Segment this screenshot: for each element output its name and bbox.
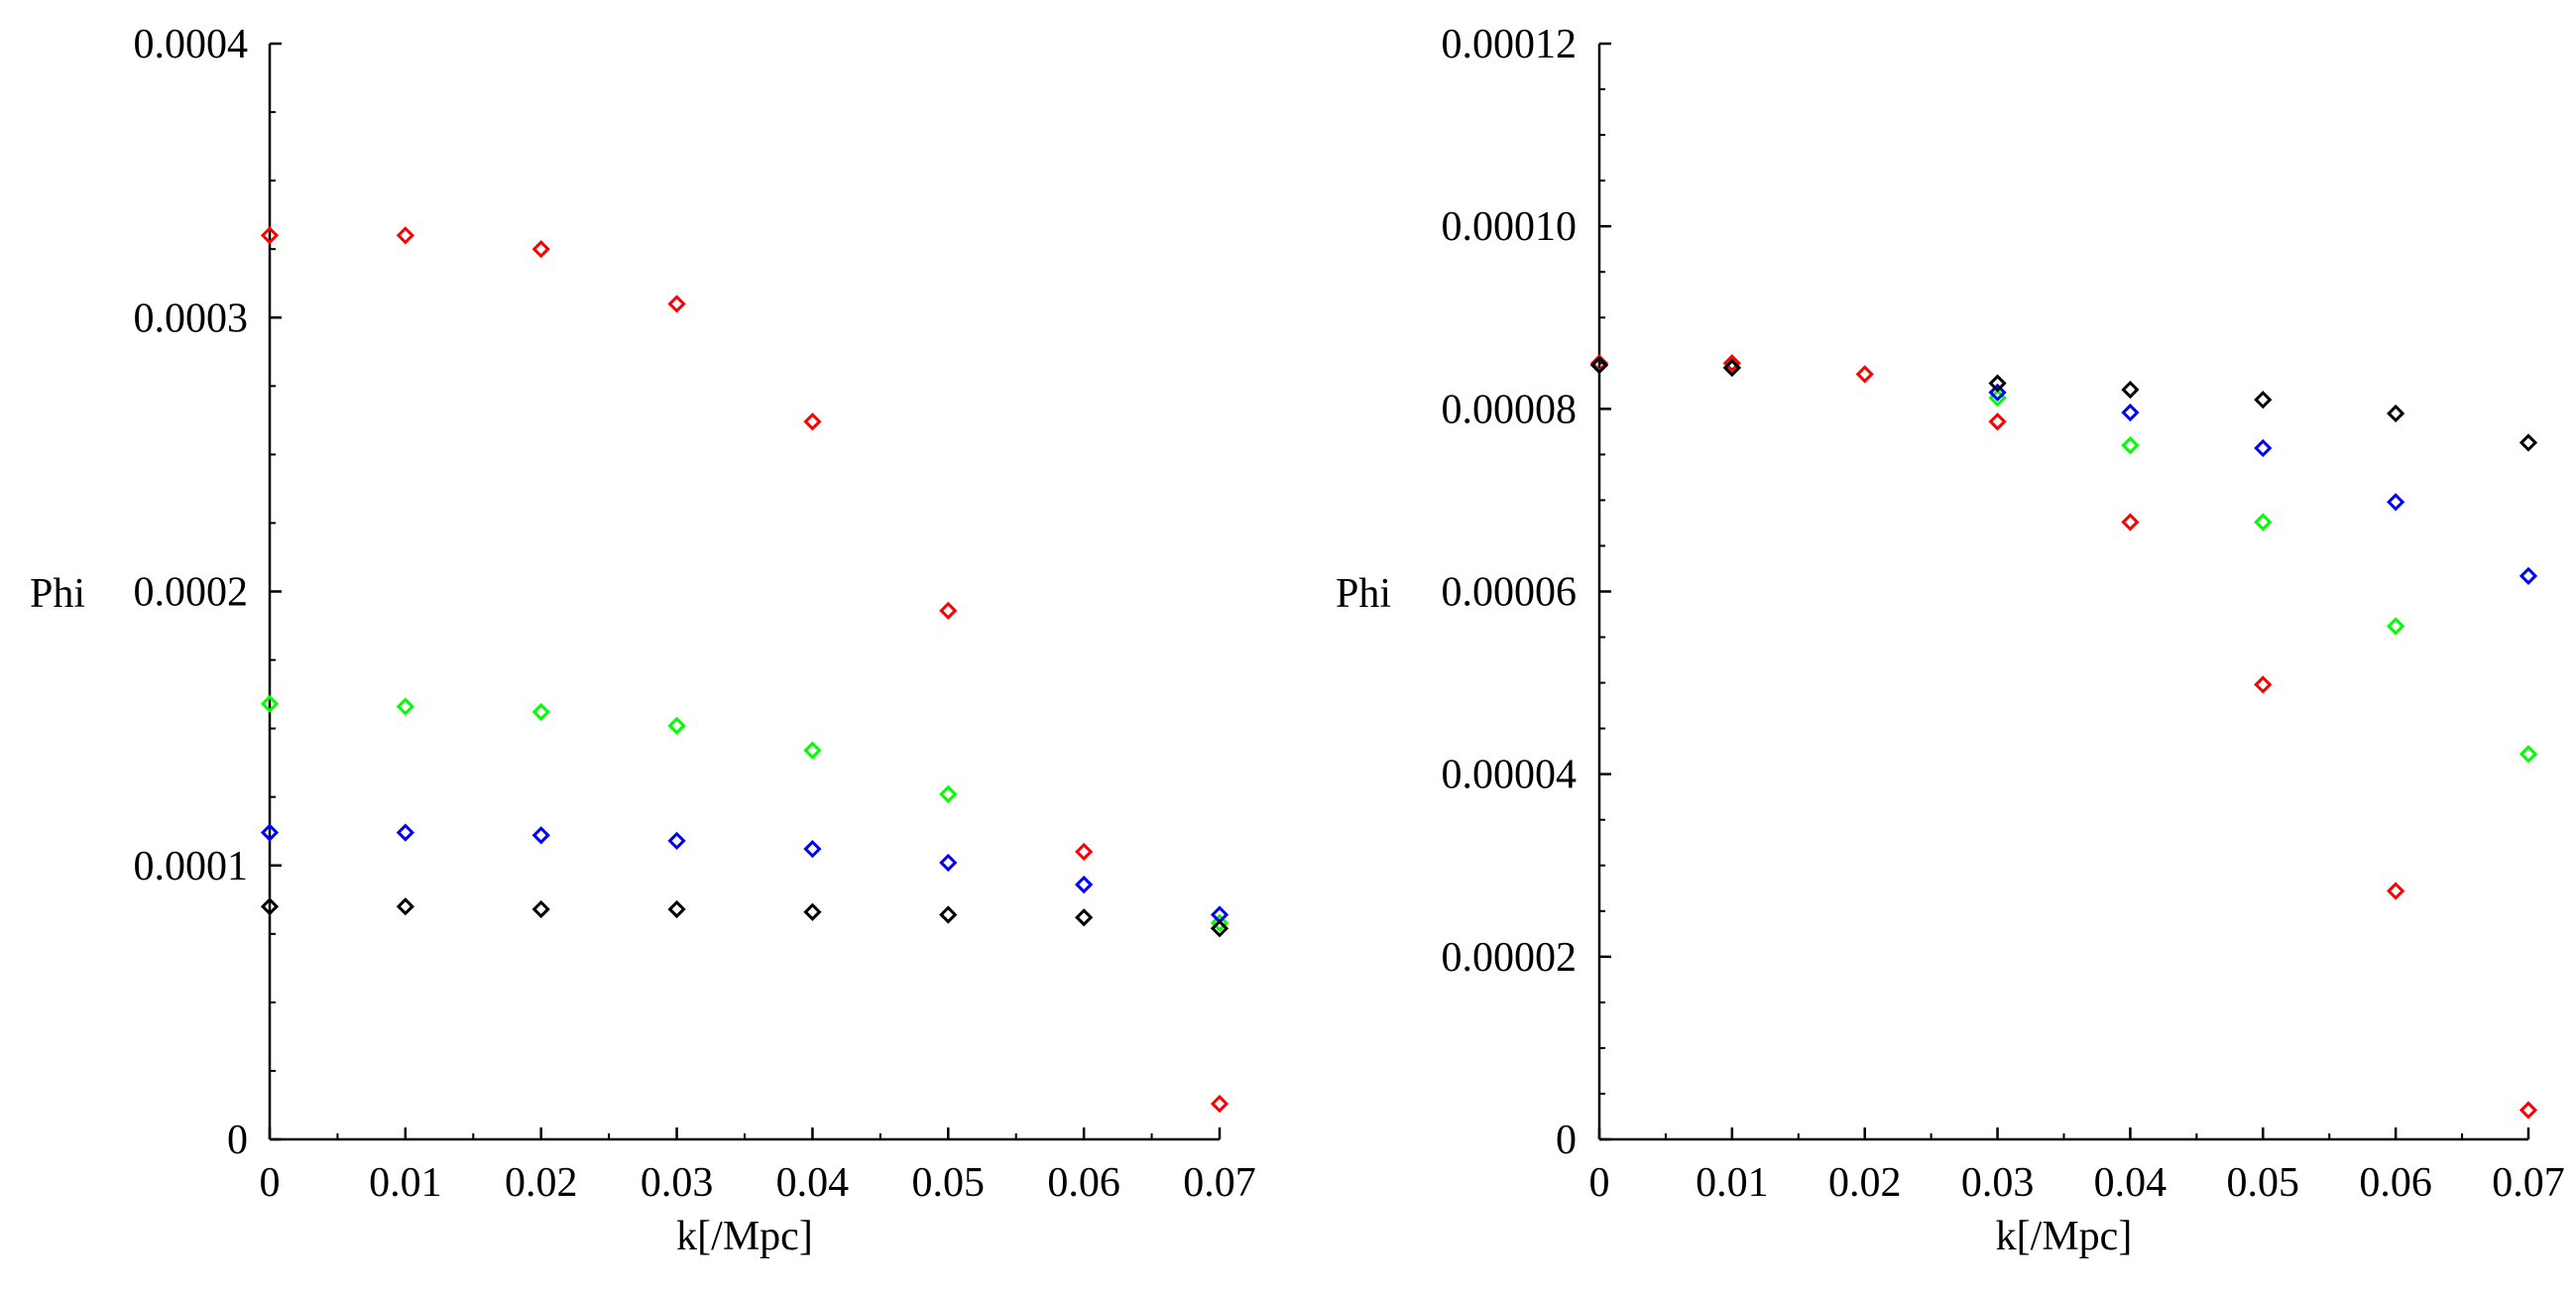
x-tick-label: 0.07 bbox=[1183, 1160, 1256, 1206]
data-point bbox=[531, 899, 550, 919]
data-point bbox=[667, 716, 686, 735]
y-tick-label: 0.0002 bbox=[134, 570, 249, 616]
data-point bbox=[2518, 1101, 2538, 1120]
x-tick-label: 0.07 bbox=[2492, 1160, 2565, 1206]
data-point bbox=[1589, 356, 1609, 375]
data-point bbox=[667, 831, 686, 851]
data-point bbox=[260, 226, 280, 245]
data-point bbox=[2387, 493, 2405, 512]
chart-panel-1: 0 0.0001 0.0002 0.0003 0.0004 0 0.01 0.02 0.03 0.… bbox=[30, 22, 1256, 1259]
data-point bbox=[2121, 513, 2140, 532]
y-tick-label: 0.00010 bbox=[1442, 204, 1578, 250]
series-1 bbox=[1589, 354, 2538, 1120]
y-tick-label: 0.00004 bbox=[1442, 753, 1578, 798]
data-point bbox=[667, 899, 686, 919]
data-point bbox=[2387, 882, 2405, 900]
series-3 bbox=[260, 823, 1229, 924]
x-tick-label: 0.01 bbox=[1696, 1160, 1769, 1206]
series-1 bbox=[260, 226, 1229, 1114]
data-point bbox=[803, 413, 822, 431]
x-tick-label: 0.04 bbox=[2094, 1160, 2167, 1206]
data-point bbox=[396, 226, 414, 245]
x-tick-label: 0.01 bbox=[369, 1160, 442, 1206]
y-tick-label: 0 bbox=[227, 1118, 248, 1163]
x-tick-label: 0.05 bbox=[912, 1160, 986, 1206]
data-point bbox=[531, 702, 550, 722]
data-point bbox=[1988, 374, 2007, 393]
data-point bbox=[1722, 358, 1741, 378]
data-point bbox=[803, 840, 822, 859]
x-axis-label: k[/Mpc] bbox=[676, 1214, 813, 1259]
data-point bbox=[2121, 380, 2140, 400]
y-tick-label: 0.0001 bbox=[134, 844, 249, 889]
data-point bbox=[939, 853, 958, 873]
data-point bbox=[667, 295, 686, 313]
data-point bbox=[1988, 383, 2007, 402]
x-tick-label: 0.04 bbox=[776, 1160, 850, 1206]
x-tick-label: 0 bbox=[1589, 1160, 1610, 1206]
data-point bbox=[1855, 365, 1874, 384]
x-tick-label: 0.05 bbox=[2227, 1160, 2300, 1206]
data-point bbox=[2254, 391, 2273, 410]
y-tick-label: 0.00006 bbox=[1442, 570, 1578, 616]
y-tick-label: 0.00008 bbox=[1442, 387, 1578, 432]
x-tick-label: 0.02 bbox=[1828, 1160, 1902, 1206]
data-point bbox=[939, 784, 958, 804]
data-point bbox=[1075, 842, 1094, 862]
data-point bbox=[939, 601, 958, 620]
data-point bbox=[803, 741, 822, 760]
data-point bbox=[260, 694, 280, 713]
series-4 bbox=[1589, 356, 2538, 452]
series-3 bbox=[1589, 356, 2538, 585]
x-tick-label: 0.03 bbox=[1961, 1160, 2035, 1206]
data-point bbox=[1988, 413, 2007, 431]
y-tick-label: 0.00002 bbox=[1442, 935, 1578, 981]
y-tick-label: 0.0004 bbox=[134, 22, 249, 67]
data-point bbox=[2254, 513, 2273, 532]
y-tick-label: 0.0003 bbox=[134, 295, 249, 341]
data-point bbox=[531, 826, 550, 845]
data-point bbox=[1210, 1094, 1229, 1114]
data-point bbox=[2121, 403, 2140, 422]
data-point bbox=[1722, 354, 1741, 373]
data-point bbox=[260, 823, 280, 842]
y-tick-label: 0.00012 bbox=[1442, 22, 1578, 67]
data-point bbox=[2254, 675, 2273, 694]
data-point bbox=[2254, 438, 2273, 458]
data-point bbox=[2518, 745, 2538, 764]
data-point bbox=[2121, 436, 2140, 455]
x-tick-label: 0.03 bbox=[641, 1160, 714, 1206]
x-tick-label: 0 bbox=[260, 1160, 281, 1206]
data-point bbox=[2518, 566, 2538, 585]
data-point bbox=[1075, 875, 1094, 894]
y-axis-label: Phi bbox=[30, 571, 85, 617]
chart-panel-2: 0 0.00002 0.00004 0.00006 0.00008 0.00010 0.00… bbox=[1336, 22, 2565, 1259]
data-point bbox=[396, 823, 414, 842]
data-point bbox=[2387, 404, 2405, 423]
y-tick-label: 0 bbox=[1556, 1118, 1577, 1163]
data-point bbox=[803, 902, 822, 921]
data-point bbox=[396, 697, 414, 716]
y-axis-label: Phi bbox=[1336, 571, 1391, 617]
data-point bbox=[260, 897, 280, 916]
data-point bbox=[396, 897, 414, 916]
data-point bbox=[2387, 617, 2405, 636]
x-tick-label: 0.02 bbox=[505, 1160, 578, 1206]
data-point bbox=[1210, 913, 1229, 932]
series-2 bbox=[260, 694, 1229, 932]
data-point bbox=[531, 240, 550, 259]
series-4 bbox=[260, 897, 1229, 938]
data-point bbox=[2518, 433, 2538, 452]
data-point bbox=[939, 905, 958, 924]
x-tick-label: 0.06 bbox=[2359, 1160, 2432, 1206]
x-axis-label: k[/Mpc] bbox=[1996, 1214, 2133, 1259]
x-tick-label: 0.06 bbox=[1047, 1160, 1120, 1206]
data-point bbox=[1075, 908, 1094, 927]
data-point bbox=[1210, 919, 1229, 938]
